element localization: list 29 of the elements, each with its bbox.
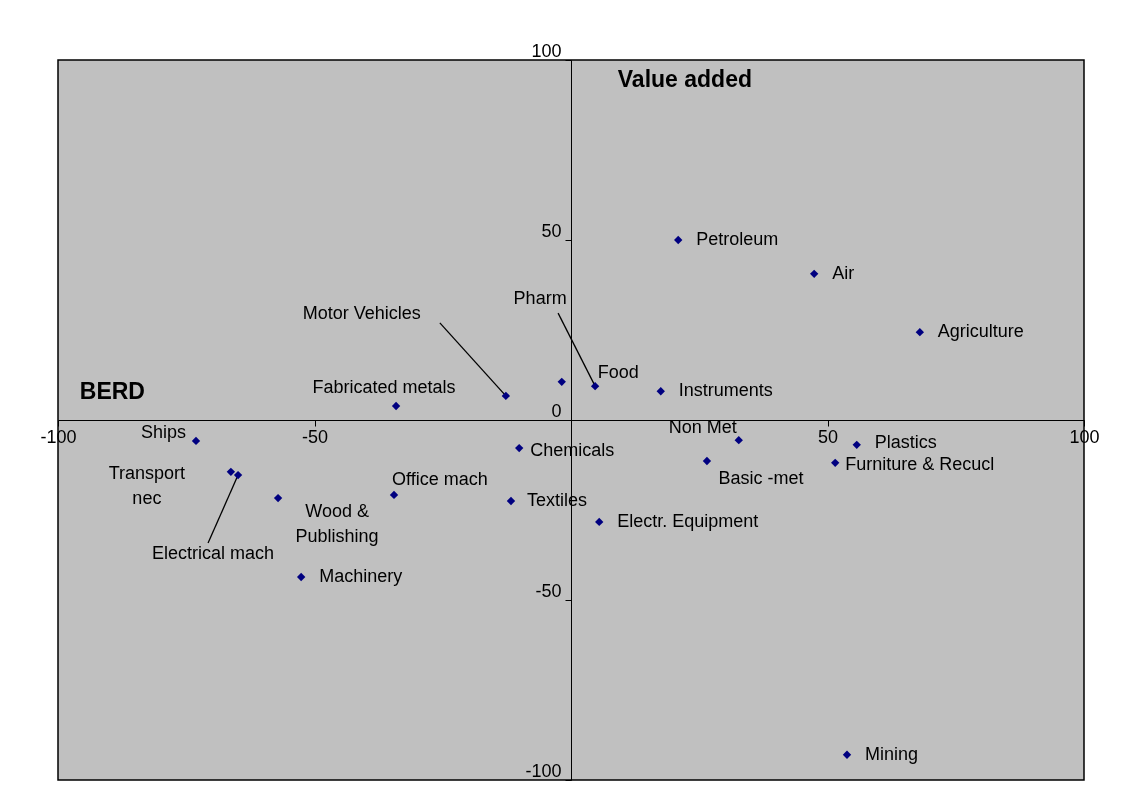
annotation: Wood & Publishing <box>295 501 379 547</box>
annotation: Fabricated metals <box>312 376 456 397</box>
annotation: Transport nec <box>108 462 186 508</box>
annotation: Electr. Equipment <box>617 510 759 531</box>
y-tick-label: 0 <box>551 400 562 421</box>
x-tick-label: 50 <box>817 426 839 447</box>
annotation: Air <box>832 262 855 283</box>
annotation: Ships <box>140 421 186 442</box>
annotation: Plastics <box>874 431 937 452</box>
x-tick-label: -50 <box>301 426 329 447</box>
y-tick-label: -100 <box>525 760 562 781</box>
y-tick-label: -50 <box>535 580 562 601</box>
annotation: Mining <box>864 743 919 764</box>
annotation: Basic -met <box>718 468 804 489</box>
annotation: Agriculture <box>937 321 1024 342</box>
annotation: Office mach <box>392 468 488 489</box>
annotation: Food <box>597 361 639 382</box>
y-tick-label: 50 <box>541 220 562 241</box>
y-axis-title: Value added <box>617 66 752 93</box>
annotation: Instruments <box>678 380 773 401</box>
x-axis-title: BERD <box>79 377 145 404</box>
annotation: Petroleum <box>696 229 779 249</box>
annotation: Non Met <box>668 417 737 438</box>
annotation: Furniture & Recucl <box>845 453 995 474</box>
y-tick-label: 100 <box>531 40 562 61</box>
annotation: Machinery <box>319 565 403 586</box>
annotation: Electrical mach <box>152 543 275 564</box>
annotation: Pharm <box>513 288 567 309</box>
annotation: Motor Vehicles <box>302 302 421 323</box>
